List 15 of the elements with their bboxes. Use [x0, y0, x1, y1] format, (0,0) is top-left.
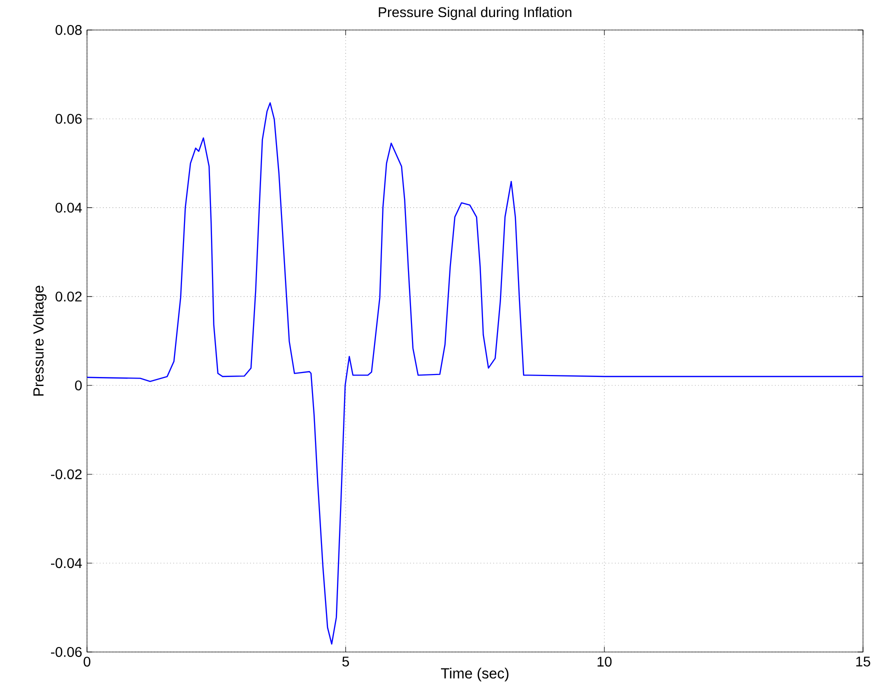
- x-tick-label: 10: [598, 656, 612, 667]
- x-tick-label: 5: [342, 656, 349, 666]
- y-axis-title: Pressure Voltage: [32, 286, 47, 396]
- y-tick-label: 0: [75, 380, 82, 390]
- x-tick-label: 0: [84, 656, 90, 667]
- chart-title: Pressure Signal during Inflation: [378, 6, 572, 20]
- x-axis-title: Time (sec): [440, 668, 508, 682]
- y-tick-label: 0.04: [56, 202, 82, 213]
- x-tick-label: 15: [856, 656, 870, 666]
- y-tick-label: -0.06: [51, 647, 82, 657]
- y-tick-label: 0.08: [56, 25, 82, 35]
- y-tick-label: -0.04: [51, 558, 82, 568]
- y-tick-label: 0.06: [56, 114, 82, 124]
- y-tick-label: -0.02: [51, 469, 82, 480]
- y-tick-label: 0.02: [56, 292, 82, 302]
